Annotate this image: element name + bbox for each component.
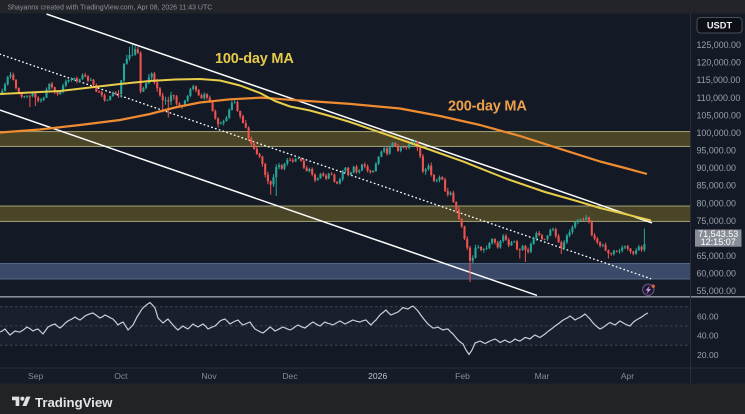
- svg-text:110,000.00: 110,000.00: [697, 93, 741, 103]
- svg-text:125,000.00: 125,000.00: [697, 40, 741, 50]
- svg-text:Sep: Sep: [28, 371, 44, 381]
- svg-text:115,000.00: 115,000.00: [697, 75, 741, 85]
- svg-text:Oct: Oct: [114, 371, 128, 381]
- svg-text:20.00: 20.00: [697, 350, 719, 360]
- svg-text:65,000.00: 65,000.00: [697, 251, 737, 261]
- svg-text:95,000.00: 95,000.00: [697, 146, 737, 156]
- svg-text:200-day MA: 200-day MA: [448, 99, 527, 115]
- svg-text:105,000.00: 105,000.00: [697, 110, 741, 120]
- svg-text:100-day MA: 100-day MA: [215, 51, 294, 67]
- svg-text:100,000.00: 100,000.00: [697, 128, 741, 138]
- svg-text:60.00: 60.00: [697, 311, 719, 321]
- svg-text:90,000.00: 90,000.00: [697, 163, 737, 173]
- svg-text:80,000.00: 80,000.00: [697, 198, 737, 208]
- svg-text:USDT: USDT: [707, 21, 733, 31]
- svg-text:71,543.53: 71,543.53: [698, 229, 738, 239]
- svg-text:55,000.00: 55,000.00: [697, 286, 737, 296]
- svg-text:120,000.00: 120,000.00: [697, 58, 741, 68]
- svg-text:2026: 2026: [368, 371, 387, 381]
- svg-text:Apr: Apr: [621, 371, 635, 381]
- svg-text:Nov: Nov: [201, 371, 217, 381]
- svg-text:Dec: Dec: [282, 371, 298, 381]
- svg-text:40.00: 40.00: [697, 331, 719, 341]
- svg-text:TradingView: TradingView: [35, 395, 113, 410]
- svg-text:60,000.00: 60,000.00: [697, 269, 737, 279]
- svg-text:85,000.00: 85,000.00: [697, 181, 737, 191]
- svg-text:Feb: Feb: [455, 371, 470, 381]
- svg-text:Shayannx created with TradingV: Shayannx created with TradingView.com, A…: [8, 5, 213, 12]
- svg-text:12:15:07: 12:15:07: [701, 237, 736, 247]
- svg-text:Mar: Mar: [535, 371, 550, 381]
- svg-text:75,000.00: 75,000.00: [697, 216, 737, 226]
